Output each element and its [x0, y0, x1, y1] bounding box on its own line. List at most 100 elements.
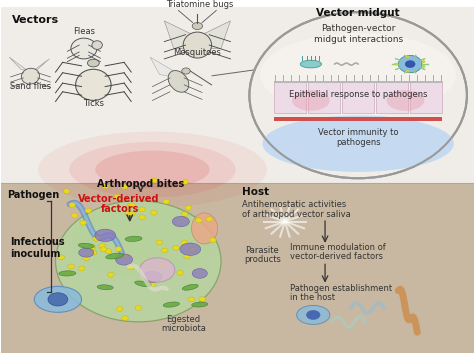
Text: midgut interactions: midgut interactions	[314, 35, 403, 44]
Ellipse shape	[260, 33, 456, 116]
Ellipse shape	[78, 243, 94, 248]
Circle shape	[139, 215, 146, 220]
Text: Vector immunity to: Vector immunity to	[318, 128, 399, 137]
Circle shape	[68, 264, 74, 269]
Text: Host: Host	[242, 187, 269, 197]
Circle shape	[93, 236, 100, 241]
Circle shape	[108, 272, 114, 277]
Polygon shape	[9, 57, 28, 71]
Ellipse shape	[72, 203, 214, 279]
Ellipse shape	[38, 132, 267, 208]
Circle shape	[195, 218, 202, 223]
Ellipse shape	[139, 258, 175, 282]
Circle shape	[188, 297, 195, 302]
Text: Pathogen: Pathogen	[7, 190, 59, 200]
Ellipse shape	[192, 269, 207, 278]
Circle shape	[151, 178, 157, 183]
Circle shape	[177, 270, 183, 275]
Ellipse shape	[306, 310, 320, 320]
Circle shape	[138, 207, 145, 212]
Text: Antihemostatic activities: Antihemostatic activities	[242, 201, 346, 209]
Circle shape	[199, 297, 205, 301]
Ellipse shape	[106, 253, 123, 259]
Ellipse shape	[191, 302, 208, 307]
Ellipse shape	[79, 248, 94, 257]
FancyBboxPatch shape	[376, 82, 408, 113]
Circle shape	[85, 208, 92, 213]
Circle shape	[100, 247, 107, 252]
Text: Egested: Egested	[166, 315, 200, 324]
Polygon shape	[150, 57, 179, 78]
Ellipse shape	[297, 305, 330, 324]
Circle shape	[90, 250, 97, 255]
FancyBboxPatch shape	[274, 81, 442, 83]
Circle shape	[206, 217, 213, 222]
Text: Pathogen establishment: Pathogen establishment	[290, 285, 392, 293]
Circle shape	[78, 266, 85, 271]
Ellipse shape	[182, 284, 198, 290]
Ellipse shape	[95, 151, 210, 189]
Circle shape	[125, 211, 132, 216]
Ellipse shape	[192, 23, 202, 30]
Circle shape	[149, 282, 156, 287]
Text: pathogens: pathogens	[336, 138, 381, 148]
Text: Mosquitoes: Mosquitoes	[173, 48, 221, 58]
Circle shape	[184, 254, 191, 259]
Circle shape	[72, 213, 78, 218]
Ellipse shape	[69, 142, 236, 197]
Circle shape	[160, 262, 166, 267]
Circle shape	[210, 238, 216, 243]
Circle shape	[185, 205, 191, 210]
Circle shape	[121, 184, 128, 189]
Circle shape	[80, 220, 87, 225]
Circle shape	[128, 265, 134, 270]
Circle shape	[65, 271, 72, 276]
Ellipse shape	[182, 68, 190, 74]
Circle shape	[421, 65, 425, 68]
Circle shape	[146, 276, 153, 281]
Circle shape	[181, 240, 188, 245]
Ellipse shape	[135, 281, 151, 287]
Text: Triatomine bugs: Triatomine bugs	[166, 0, 233, 9]
Circle shape	[117, 306, 123, 311]
Text: Pathogen-vector: Pathogen-vector	[321, 24, 395, 33]
Ellipse shape	[249, 12, 467, 178]
Circle shape	[114, 194, 121, 199]
Circle shape	[102, 184, 109, 189]
Ellipse shape	[386, 90, 424, 111]
Circle shape	[89, 245, 96, 250]
FancyBboxPatch shape	[1, 184, 474, 353]
Ellipse shape	[263, 115, 454, 172]
Polygon shape	[164, 21, 192, 48]
Text: Fleas: Fleas	[73, 27, 95, 36]
Ellipse shape	[163, 302, 180, 307]
Ellipse shape	[87, 59, 99, 67]
Ellipse shape	[300, 60, 321, 68]
Polygon shape	[202, 21, 230, 48]
FancyBboxPatch shape	[1, 7, 474, 184]
Circle shape	[151, 210, 157, 215]
Circle shape	[127, 203, 134, 208]
Text: Infectious: Infectious	[9, 237, 64, 247]
FancyBboxPatch shape	[308, 82, 340, 113]
Ellipse shape	[71, 38, 97, 59]
Circle shape	[182, 180, 189, 184]
Circle shape	[128, 211, 135, 216]
Circle shape	[394, 63, 398, 65]
Text: Vector midgut: Vector midgut	[316, 8, 400, 18]
Circle shape	[122, 316, 128, 321]
Circle shape	[64, 189, 70, 193]
Circle shape	[181, 212, 188, 217]
Ellipse shape	[21, 68, 39, 84]
Text: Arthropod bites: Arthropod bites	[97, 179, 184, 189]
Circle shape	[123, 254, 129, 259]
Text: Vectors: Vectors	[11, 14, 59, 25]
FancyBboxPatch shape	[410, 82, 442, 113]
Text: microbiota: microbiota	[161, 324, 206, 333]
Ellipse shape	[405, 60, 415, 68]
FancyBboxPatch shape	[342, 82, 374, 113]
Text: Vector-derived: Vector-derived	[78, 194, 159, 204]
Circle shape	[129, 203, 136, 208]
Circle shape	[99, 243, 105, 248]
Ellipse shape	[34, 286, 82, 312]
